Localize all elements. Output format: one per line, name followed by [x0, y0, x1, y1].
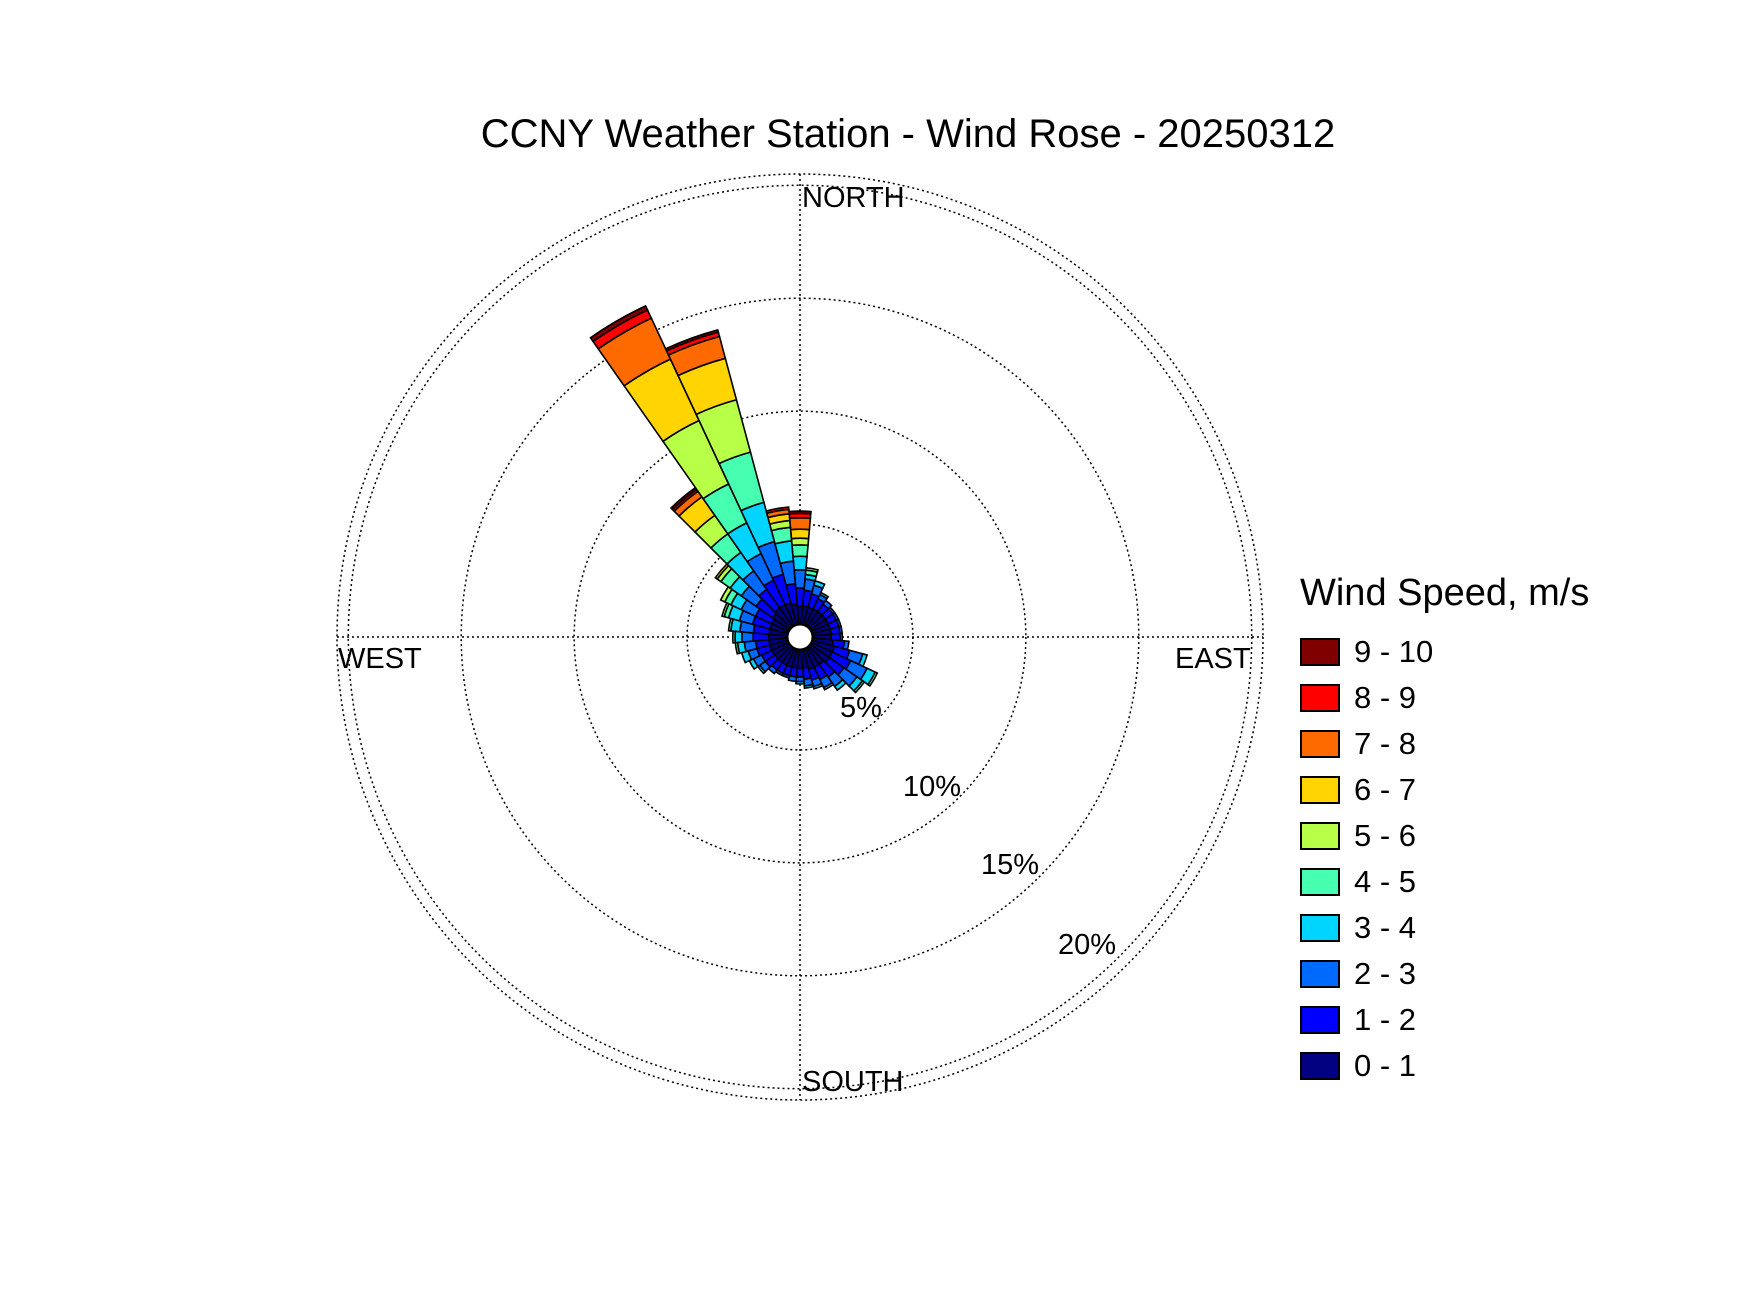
direction-label-north: NORTH [802, 182, 905, 214]
legend-label: 0 - 1 [1354, 1048, 1417, 1083]
ring-label-10: 10% [903, 771, 962, 803]
bar-segment-0-bin-3 [792, 555, 808, 571]
bar-segment-20-bin-3 [812, 579, 826, 590]
grid-ring-20 [347, 184, 1253, 1090]
bar-segment-340-bin-9 [664, 328, 720, 352]
bar-segment-160-bin-3 [812, 682, 824, 690]
legend-item: 2 - 3 [1300, 951, 1589, 997]
bar-segment-0-bin-9 [788, 510, 812, 515]
legend-label: 9 - 10 [1354, 634, 1434, 669]
bar-segment-10-bin-5 [804, 566, 819, 574]
bar-segment-30-bin-3 [818, 591, 830, 600]
legend-item: 4 - 5 [1300, 859, 1589, 905]
calm-center-circle [785, 622, 815, 652]
legend-swatch [1300, 914, 1340, 942]
bar-segment-190-bin-2 [787, 674, 798, 683]
bar-segment-0-bin-6 [789, 528, 811, 540]
legend-item: 5 - 6 [1300, 813, 1589, 859]
legend-items: 9 - 10 8 - 9 7 - 8 6 - 7 5 - 6 4 - 5 3 - 4 2 - … [1300, 629, 1589, 1089]
legend-label: 2 - 3 [1354, 956, 1417, 991]
ring-label-5: 5% [840, 692, 882, 724]
bar-segment-330-bin-9 [589, 304, 649, 343]
legend-label: 1 - 2 [1354, 1002, 1417, 1037]
legend-swatch [1300, 822, 1340, 850]
legend: Wind Speed, m/s 9 - 10 8 - 9 7 - 8 6 - 7 5 -… [1300, 572, 1589, 1089]
legend-item: 9 - 10 [1300, 629, 1589, 675]
legend-swatch [1300, 1052, 1340, 1080]
legend-swatch [1300, 868, 1340, 896]
legend-title: Wind Speed, m/s [1300, 572, 1590, 614]
bar-segment-0-bin-4 [791, 544, 809, 558]
bar-segment-350-bin-8 [765, 506, 790, 515]
legend-label: 6 - 7 [1354, 772, 1417, 807]
legend-swatch [1300, 730, 1340, 758]
legend-swatch [1300, 776, 1340, 804]
direction-label-south: SOUTH [802, 1066, 904, 1098]
bar-segment-130-bin-4 [852, 679, 866, 694]
legend-item: 3 - 4 [1300, 905, 1589, 951]
legend-item: 0 - 1 [1300, 1043, 1589, 1089]
legend-label: 8 - 9 [1354, 680, 1417, 715]
bar-segment-270-bin-3 [734, 630, 743, 644]
legend-swatch [1300, 960, 1340, 988]
direction-label-west: WEST [338, 643, 422, 675]
bar-segment-80-bin-2 [837, 625, 844, 635]
legend-label: 5 - 6 [1354, 818, 1417, 853]
bar-segment-0-bin-7 [788, 517, 812, 531]
bar-segment-0-bin-5 [790, 537, 810, 547]
legend-item: 1 - 2 [1300, 997, 1589, 1043]
legend-item: 7 - 8 [1300, 721, 1589, 767]
legend-label: 3 - 4 [1354, 910, 1417, 945]
bar-segment-150-bin-3 [822, 681, 835, 691]
legend-swatch [1300, 684, 1340, 712]
bar-segment-180-bin-3 [795, 680, 805, 685]
wind-rose-bars [589, 304, 879, 694]
bar-segment-270-bin-4 [731, 630, 737, 644]
legend-label: 7 - 8 [1354, 726, 1417, 761]
legend-label: 4 - 5 [1354, 864, 1417, 899]
ring-label-15: 15% [981, 849, 1040, 881]
legend-swatch [1300, 638, 1340, 666]
direction-label-east: EAST [1175, 643, 1251, 675]
legend-item: 8 - 9 [1300, 675, 1589, 721]
bar-segment-140-bin-3 [833, 678, 848, 692]
bar-segment-170-bin-3 [803, 683, 815, 690]
ring-label-20: 20% [1058, 929, 1117, 961]
legend-item: 6 - 7 [1300, 767, 1589, 813]
bar-segment-120-bin-4 [866, 671, 879, 688]
chart-title: CCNY Weather Station - Wind Rose - 20250… [480, 112, 1336, 156]
legend-swatch [1300, 1006, 1340, 1034]
bar-segment-90-bin-2 [839, 632, 844, 642]
grid-ring-10 [573, 410, 1027, 864]
